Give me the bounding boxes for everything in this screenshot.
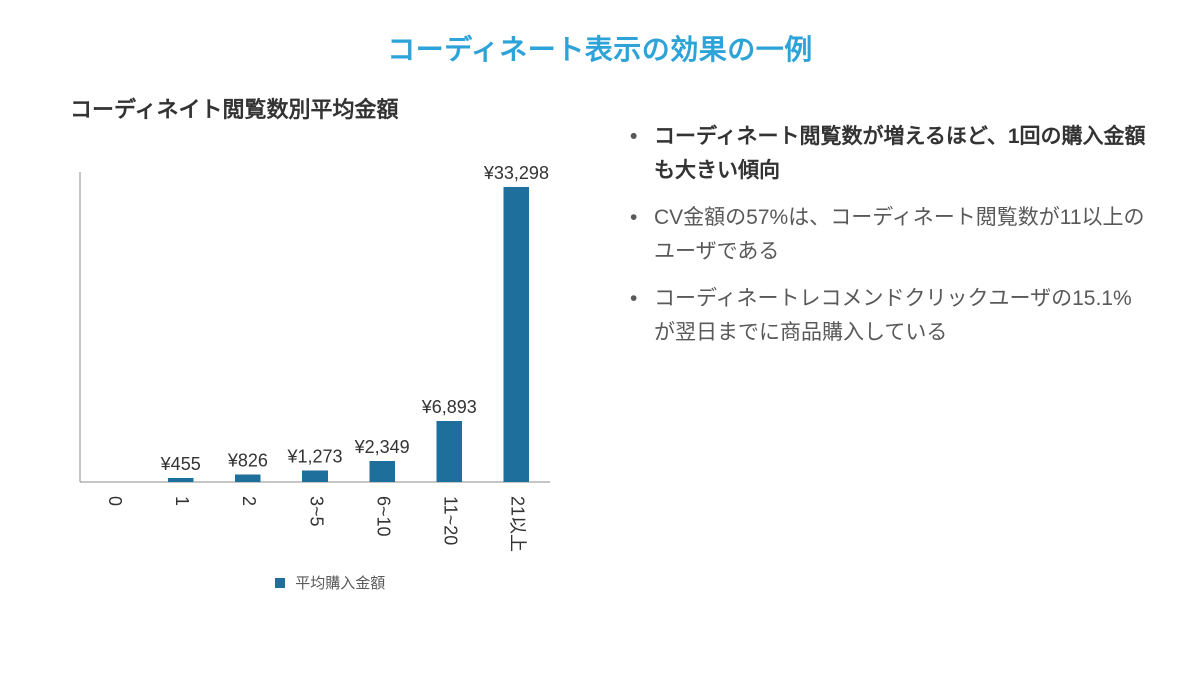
category-label: 11~20 [441, 496, 461, 545]
category-label: 21以上 [508, 496, 528, 552]
legend-label: 平均購入金額 [295, 575, 385, 592]
legend-swatch [275, 578, 285, 588]
category-label: 6~10 [373, 496, 393, 537]
category-label: 3~5 [306, 496, 326, 527]
bar [437, 421, 463, 482]
bullet-item: CV金額の57%は、コーディネート閲覧数が11以上のユーザである [630, 201, 1150, 268]
category-label: 1 [172, 496, 192, 506]
bar-value-label: ¥826 [227, 451, 268, 471]
bar [168, 478, 194, 482]
slide-root: コーディネート表示の効果の一例 コーディネイト閲覧数別平均金額 0 ¥455 1 ¥8… [0, 0, 1200, 675]
chart-legend: 平均購入金額 [70, 572, 590, 593]
bar-value-label: ¥455 [160, 454, 201, 474]
bar-value-label: ¥33,298 [483, 163, 549, 183]
slide-title: コーディネート表示の効果の一例 [0, 0, 1200, 92]
bar [504, 187, 530, 482]
bullet-list: コーディネート閲覧数が増えるほど、1回の購入金額も大きい傾向 CV金額の57%は、… [630, 120, 1150, 350]
bar-value-label: ¥1,273 [286, 447, 342, 467]
bar [302, 471, 328, 482]
content-row: コーディネイト閲覧数別平均金額 0 ¥455 1 ¥826 2 ¥1,273 3~5 ¥2,3… [0, 92, 1200, 593]
bar [369, 461, 395, 482]
bar-value-label: ¥6,893 [421, 397, 477, 417]
chart-panel: コーディネイト閲覧数別平均金額 0 ¥455 1 ¥826 2 ¥1,273 3~5 ¥2,3… [70, 92, 590, 593]
chart-title: コーディネイト閲覧数別平均金額 [70, 92, 590, 124]
bullet-item: コーディネート閲覧数が増えるほど、1回の購入金額も大きい傾向 [630, 120, 1150, 187]
bar [235, 475, 261, 482]
bullet-item: コーディネートレコメンドクリックユーザの15.1%が翌日までに商品購入している [630, 282, 1150, 349]
category-label: 0 [105, 496, 125, 506]
bar-value-label: ¥2,349 [354, 437, 410, 457]
bullets-panel: コーディネート閲覧数が増えるほど、1回の購入金額も大きい傾向 CV金額の57%は、… [630, 92, 1150, 593]
category-label: 2 [239, 496, 259, 506]
bar-chart: 0 ¥455 1 ¥826 2 ¥1,273 3~5 ¥2,349 6~10 ¥6,893 11~2… [70, 142, 560, 562]
